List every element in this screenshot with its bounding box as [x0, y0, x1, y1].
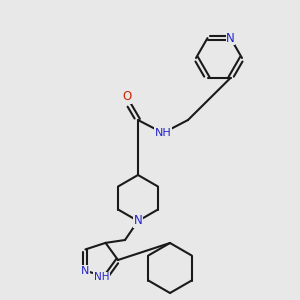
- Text: O: O: [122, 91, 132, 103]
- Text: N: N: [226, 32, 235, 45]
- Text: NH: NH: [154, 128, 171, 138]
- Text: NH: NH: [94, 272, 109, 282]
- Text: N: N: [134, 214, 142, 227]
- Text: N: N: [81, 266, 90, 276]
